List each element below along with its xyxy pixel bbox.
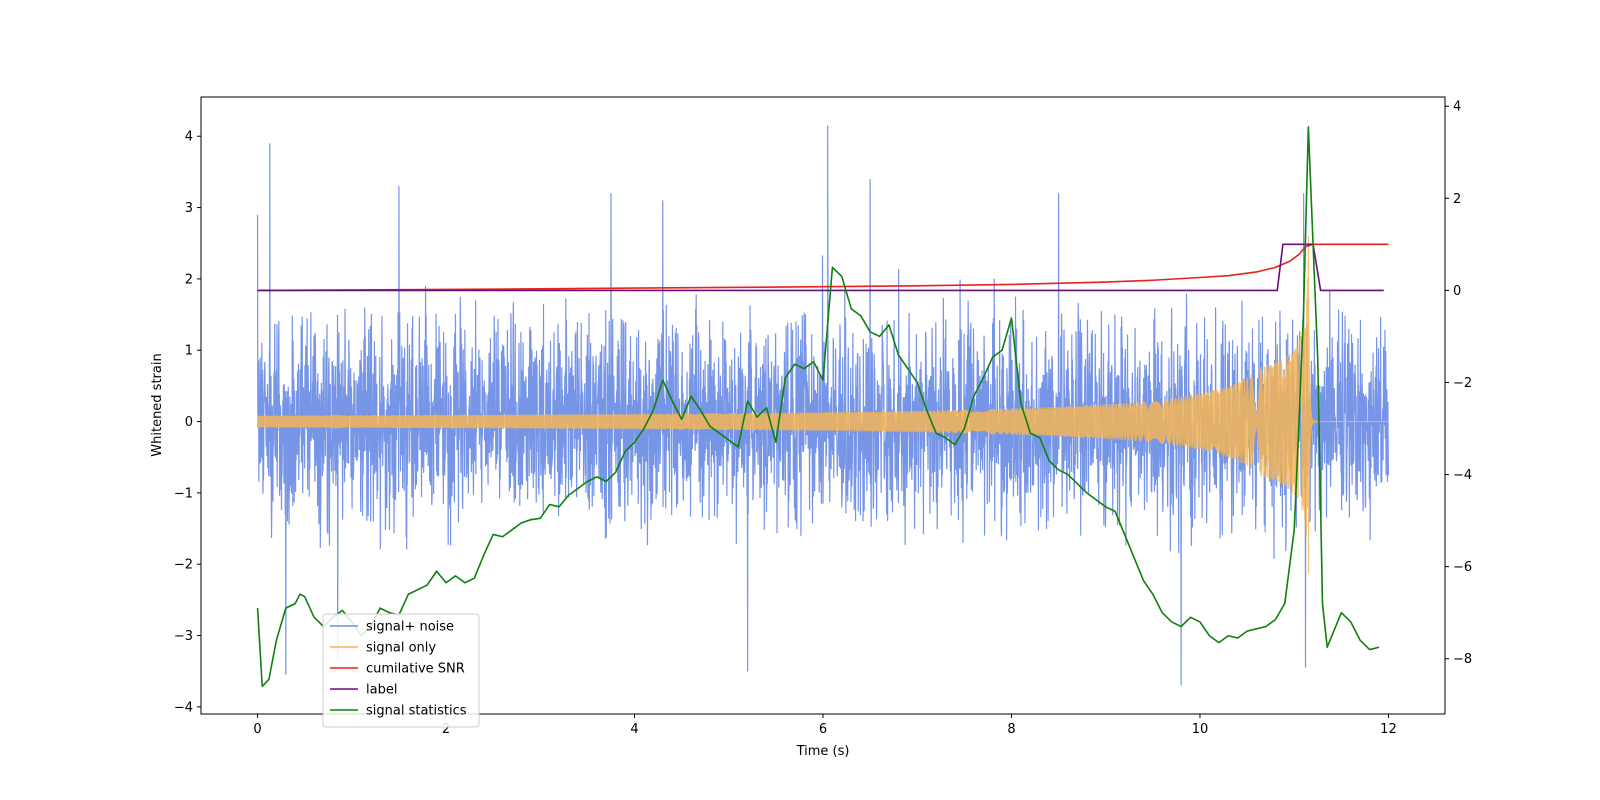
y-axis-label: Whitened strain	[150, 353, 165, 456]
y-right-tick-label: −6	[1453, 560, 1472, 575]
y-right-tick-label: −8	[1453, 652, 1472, 667]
legend-label: signal only	[366, 641, 436, 656]
y-right-tick-label: −4	[1453, 468, 1472, 483]
x-tick-label: 2	[442, 722, 450, 737]
legend-label: cumilative SNR	[366, 662, 465, 677]
legend-label: signal statistics	[366, 704, 467, 719]
y-right-tick-label: 0	[1453, 284, 1461, 299]
series-signal-statistics	[256, 126, 1380, 688]
y-tick-label: −2	[174, 558, 193, 573]
y-tick-label: −3	[174, 629, 193, 644]
y-right-tick-label: −2	[1453, 376, 1472, 391]
series-label	[257, 243, 1384, 292]
x-tick-label: 8	[1007, 722, 1015, 737]
y-right-tick-label: 4	[1453, 100, 1461, 115]
series-cumulative-snr	[257, 243, 1389, 292]
y-right-tick-label: 2	[1453, 192, 1461, 207]
series-layer	[256, 125, 1390, 688]
y-tick-label: 4	[185, 130, 193, 145]
x-tick-label: 10	[1192, 722, 1209, 737]
x-tick-label: 4	[630, 722, 638, 737]
x-tick-label: 12	[1380, 722, 1397, 737]
y-tick-label: 1	[185, 344, 193, 359]
y-axis-left: −4 −3 −2 −1 0 1 2 3 4	[174, 130, 201, 715]
legend-label: label	[366, 683, 397, 698]
y-axis-right: −8 −6 −4 −2 0 2 4	[1445, 100, 1472, 667]
series-signal-only	[256, 236, 1389, 574]
x-tick-label: 0	[253, 722, 261, 737]
y-tick-label: 2	[185, 272, 193, 287]
legend-box	[322, 613, 480, 728]
legend-label: signal+ noise	[366, 620, 454, 635]
y-tick-label: 3	[185, 201, 193, 216]
x-tick-label: 6	[819, 722, 827, 737]
y-tick-label: −1	[174, 486, 193, 501]
y-tick-label: 0	[185, 415, 193, 430]
y-tick-label: −4	[174, 700, 193, 715]
x-axis-label: Time (s)	[796, 744, 850, 759]
legend: signal+ noise signal only cumilative SNR la…	[322, 613, 480, 728]
